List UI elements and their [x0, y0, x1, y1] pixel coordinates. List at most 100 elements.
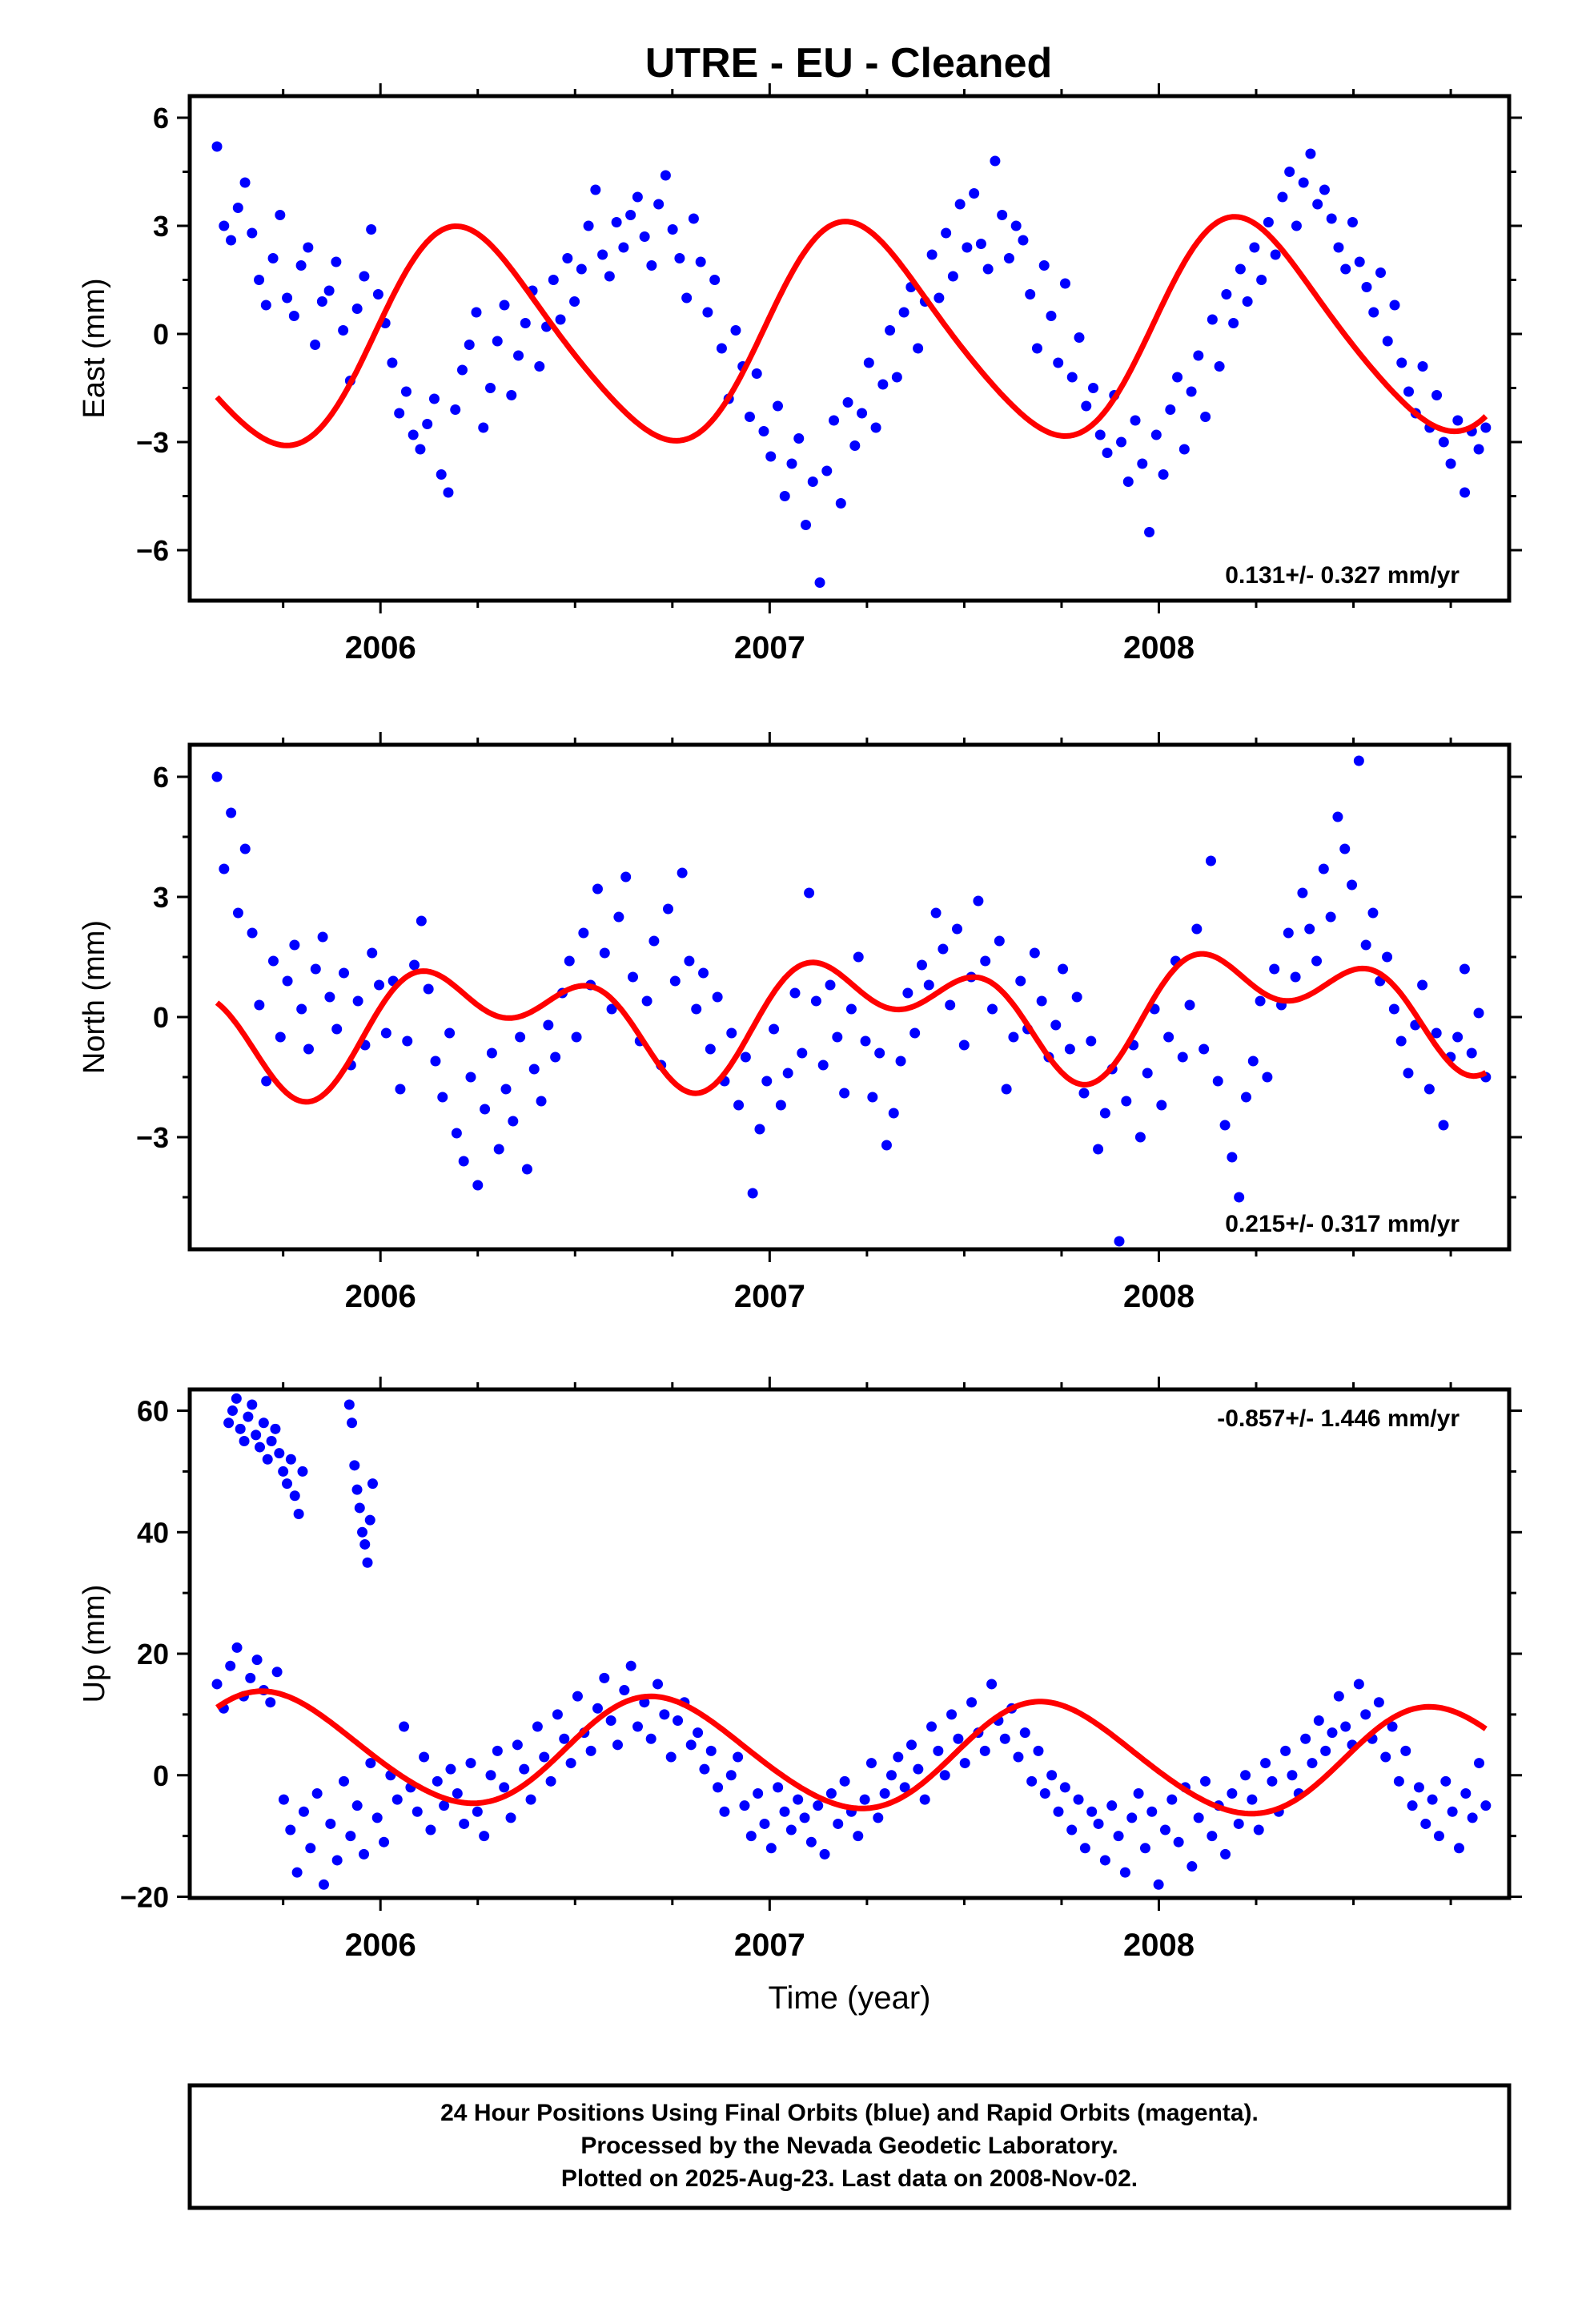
- north-data-point: [677, 867, 688, 879]
- north-data-point: [945, 999, 956, 1011]
- east-data-point: [597, 249, 608, 260]
- up-data-point: [391, 1794, 403, 1805]
- east-data: [211, 141, 1492, 588]
- east-data-point: [982, 263, 994, 275]
- up-data-point: [865, 1758, 877, 1769]
- east-data-point: [400, 386, 412, 397]
- north-data-point: [1459, 963, 1470, 975]
- east-data-point: [1122, 476, 1134, 487]
- north-data-point: [1199, 1043, 1210, 1055]
- north-data-point: [761, 1076, 773, 1087]
- up-data-point: [1380, 1751, 1391, 1763]
- east-data-point: [456, 364, 468, 376]
- north-data-point: [1234, 1192, 1245, 1203]
- north-data-point: [902, 987, 913, 999]
- up-data-point: [251, 1655, 263, 1666]
- north-data-point: [261, 1076, 272, 1087]
- north-data-point: [374, 979, 385, 991]
- north-data-point: [1121, 1096, 1132, 1107]
- up-data-point: [1267, 1775, 1278, 1787]
- east-data-point: [1403, 386, 1415, 397]
- east-data-point: [1312, 199, 1323, 210]
- north-data-point: [1255, 995, 1266, 1007]
- footer-border: [187, 2083, 1512, 2210]
- east-data-point: [1003, 253, 1014, 263]
- up-data-point: [805, 1836, 817, 1848]
- up-data-point: [1320, 1745, 1331, 1756]
- north-fit-curve: [215, 951, 1488, 1105]
- up-data-point: [946, 1709, 958, 1720]
- north-data-point: [352, 995, 363, 1007]
- north-data-point: [592, 883, 603, 895]
- up-data-point: [1433, 1831, 1444, 1842]
- north-data-point: [1086, 1035, 1097, 1047]
- up-data-point: [1133, 1788, 1144, 1799]
- up-data-point: [271, 1667, 283, 1678]
- up-data-point: [1307, 1758, 1318, 1769]
- up-data-point: [785, 1824, 797, 1835]
- east-data-point: [639, 231, 650, 242]
- east-data-point: [303, 242, 314, 253]
- north-data-point: [367, 947, 378, 959]
- east-data-point: [1375, 267, 1386, 278]
- north-data-point: [232, 907, 243, 919]
- east-data-point: [1214, 361, 1225, 372]
- north-data-point: [1262, 1072, 1273, 1083]
- north-data-point: [1452, 1031, 1464, 1043]
- north-data-point: [797, 1047, 808, 1059]
- east-data-point: [569, 296, 580, 307]
- up-panel: 2006 2007 2008 60 40 20 0 −20 Up (mm) Time (year)…: [78, 1377, 1522, 2016]
- up-data-point: [1139, 1843, 1150, 1854]
- east-data-point: [709, 275, 721, 285]
- east-data-point: [1460, 487, 1471, 498]
- east-data-point: [997, 210, 1008, 220]
- east-data-point: [1186, 386, 1197, 397]
- up-outlier-point: [367, 1478, 378, 1490]
- up-data-point: [1046, 1770, 1058, 1781]
- up-data-point: [532, 1721, 543, 1732]
- east-xtick-label: 2006: [345, 630, 416, 665]
- east-data-point: [1354, 256, 1365, 267]
- up-data-point: [1119, 1867, 1130, 1878]
- up-outlier-point: [354, 1502, 365, 1514]
- east-data-point: [1228, 318, 1239, 328]
- north-data-point: [832, 1031, 843, 1043]
- north-data-point: [465, 1072, 476, 1083]
- east-data-point: [366, 224, 377, 235]
- east-data-point: [282, 292, 293, 304]
- north-data-point: [825, 979, 836, 991]
- up-data-point: [1360, 1709, 1371, 1720]
- up-data-point: [585, 1745, 596, 1756]
- north-panel: 2006 2007 2008 6 3 0 −3 North (mm) 0.215+/- 0.31…: [78, 732, 1522, 1314]
- up-data-point: [659, 1709, 670, 1720]
- north-data-point: [331, 1023, 343, 1035]
- north-data-point: [938, 943, 949, 955]
- east-data-point: [1431, 390, 1443, 400]
- east-data-point: [1018, 235, 1029, 246]
- north-data-point: [1058, 963, 1069, 975]
- east-data-point: [1150, 429, 1162, 440]
- east-data-point: [1081, 400, 1092, 412]
- north-data-point: [881, 1140, 892, 1151]
- up-data-point: [419, 1751, 430, 1763]
- east-data-point: [1249, 242, 1260, 253]
- up-data-point: [1240, 1770, 1251, 1781]
- north-data-point: [380, 1027, 391, 1039]
- up-data-point: [1393, 1775, 1404, 1787]
- east-data-point: [1046, 311, 1057, 321]
- east-data-point: [1053, 357, 1064, 368]
- east-frame: [187, 94, 1512, 603]
- up-outlier-point: [270, 1423, 281, 1434]
- east-data-point: [1305, 148, 1316, 159]
- up-data-point: [1440, 1775, 1452, 1787]
- up-data-point: [311, 1788, 323, 1799]
- up-data-point: [545, 1775, 556, 1787]
- east-data-point: [450, 404, 461, 415]
- up-data-point: [873, 1812, 884, 1823]
- up-data-point: [719, 1806, 730, 1817]
- up-data-point: [1473, 1758, 1484, 1769]
- x-axis-label: Time (year): [769, 1980, 931, 2016]
- east-data-point: [1340, 263, 1351, 275]
- east-data-point: [1144, 527, 1155, 537]
